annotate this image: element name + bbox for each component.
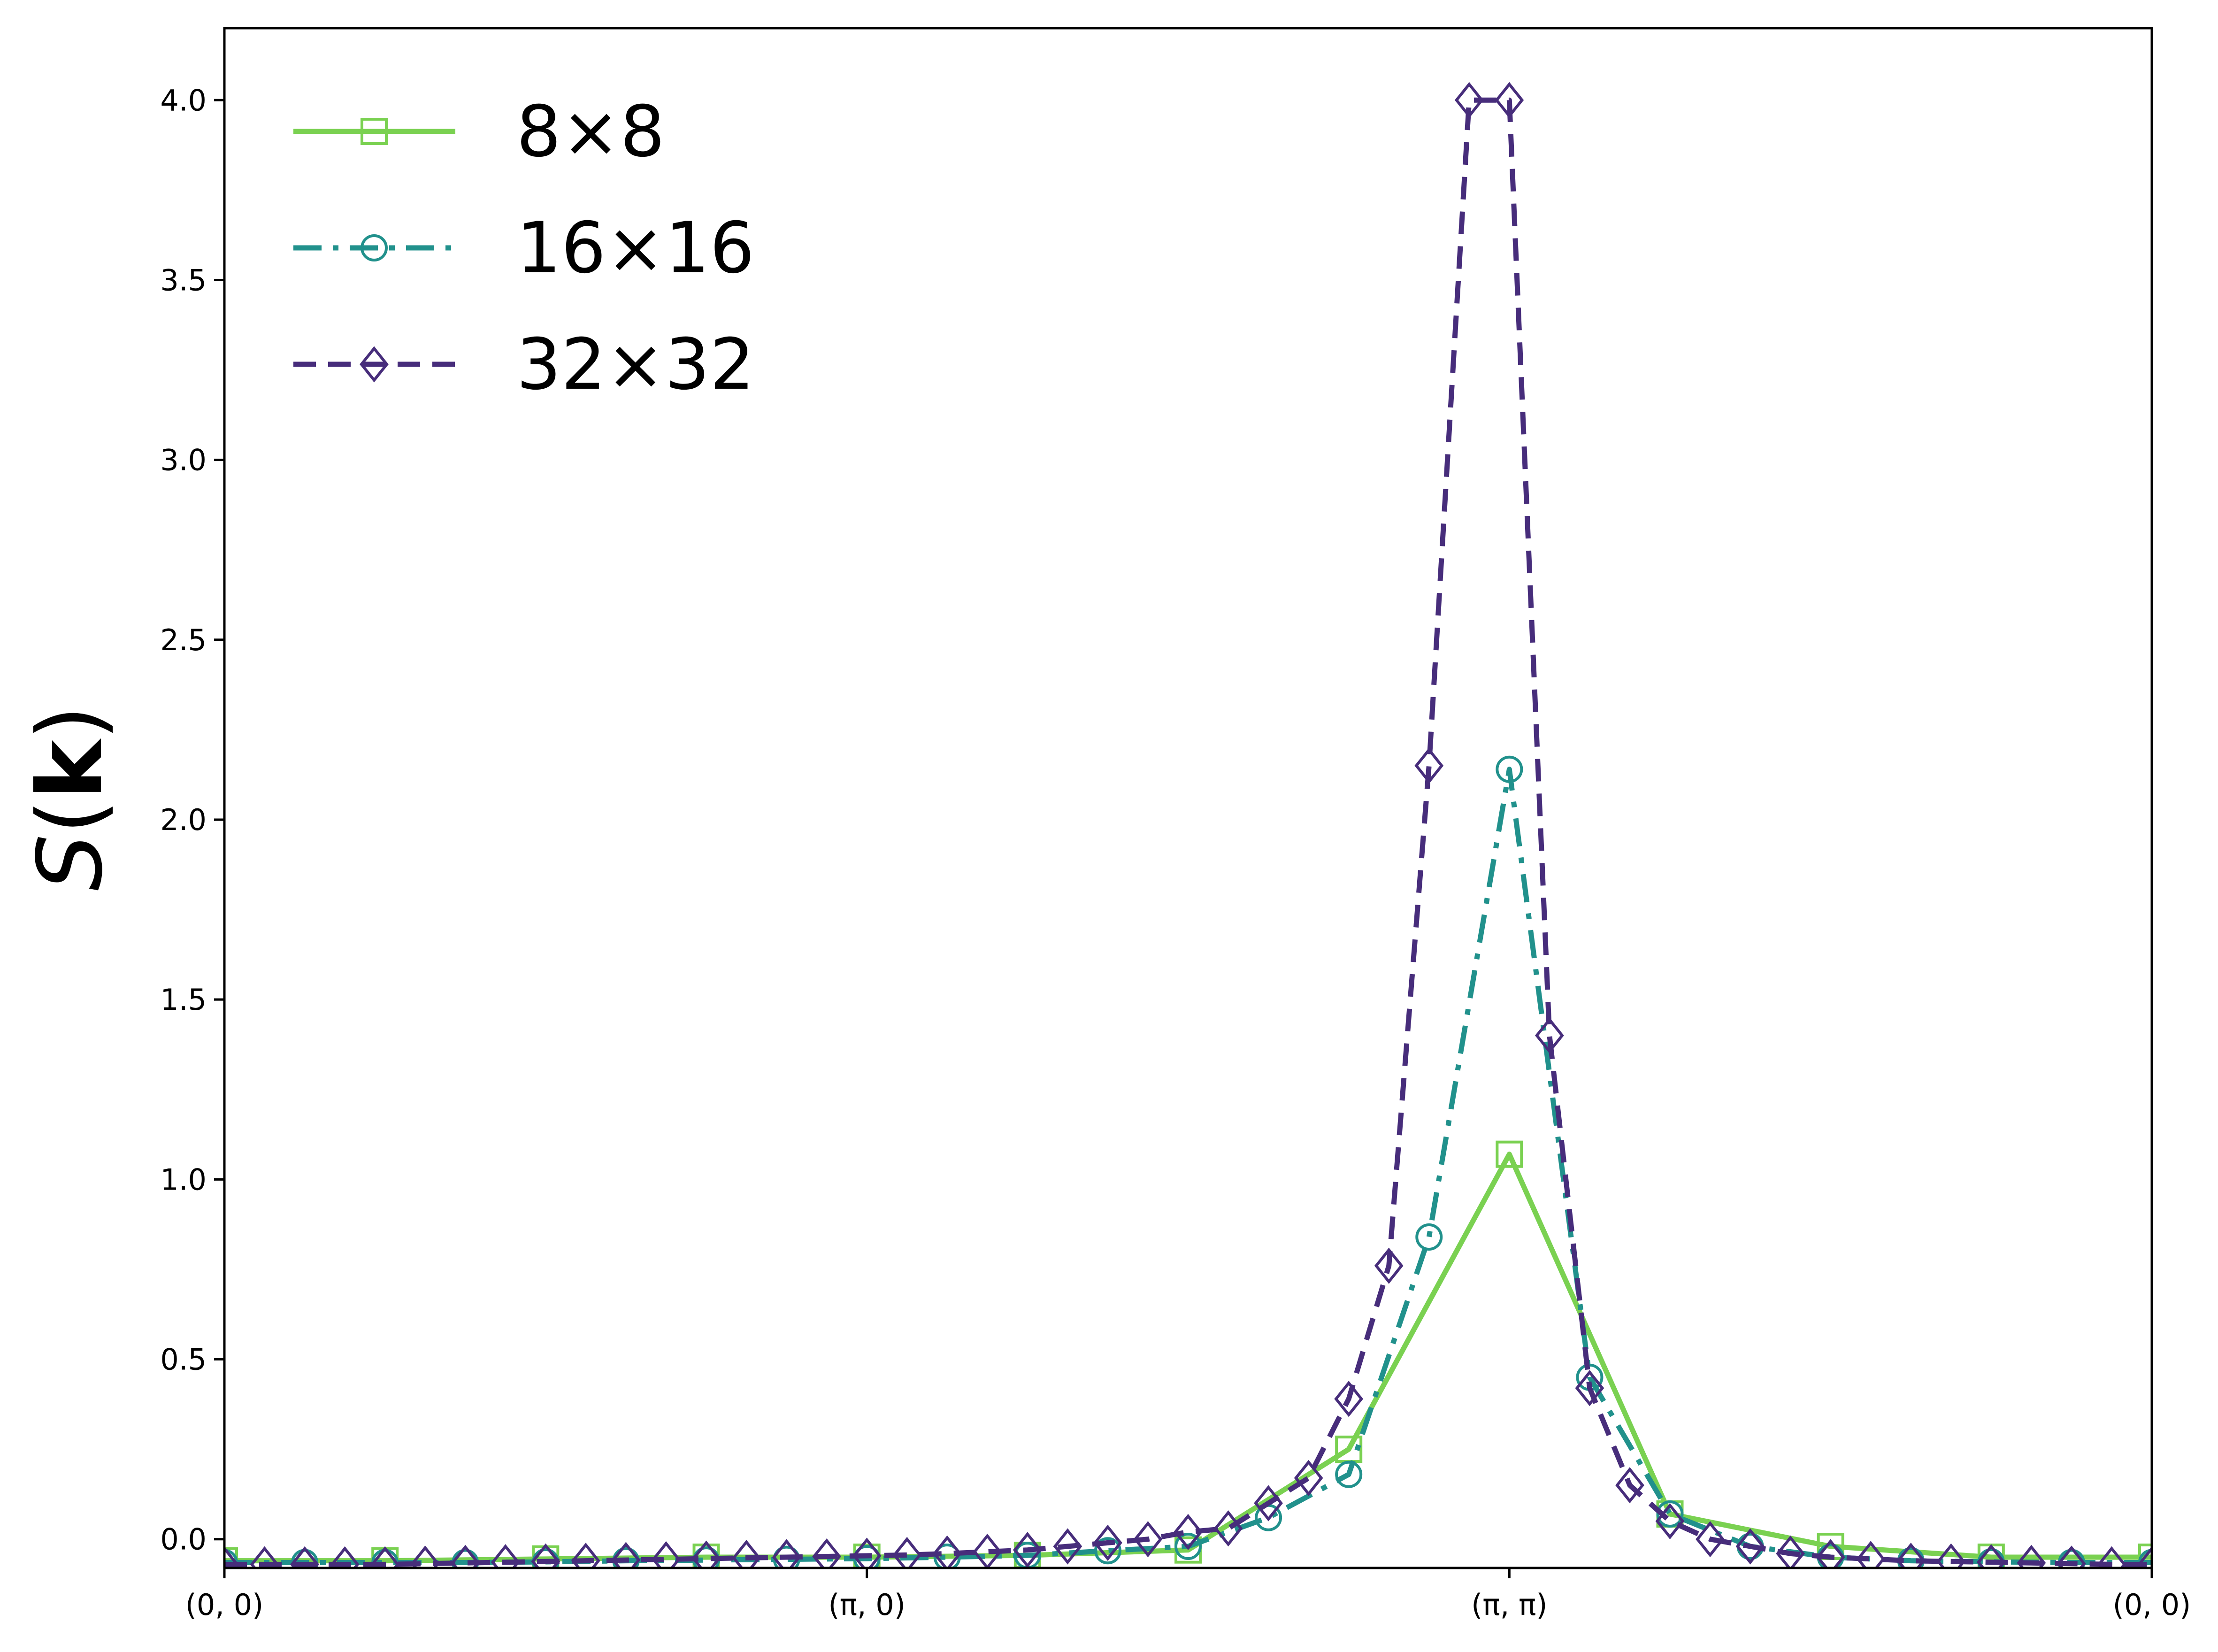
y-axis-label: S(k) xyxy=(18,705,122,891)
data-point xyxy=(852,1537,882,1568)
data-point xyxy=(1496,1140,1523,1168)
y-tick-label-3: 1.5 xyxy=(160,983,207,1017)
data-point xyxy=(1655,1503,1685,1539)
legend-label-0: 8×8 xyxy=(516,91,665,173)
y-tick-label-7: 3.5 xyxy=(160,263,207,297)
y-tick-label-8: 4.0 xyxy=(160,83,207,117)
legend-marker-0 xyxy=(361,118,388,145)
data-point xyxy=(853,1545,881,1568)
y-tick-label-1: 0.5 xyxy=(160,1343,207,1377)
legend-marker-1 xyxy=(361,234,388,261)
data-point xyxy=(2057,1545,2086,1568)
data-point xyxy=(1335,1460,1363,1488)
data-point xyxy=(1696,1521,1725,1558)
data-point xyxy=(652,1541,681,1568)
data-point xyxy=(1656,1500,1684,1528)
data-point xyxy=(772,1539,801,1568)
data-point xyxy=(1454,82,1484,118)
data-point xyxy=(1615,1467,1644,1504)
data-point xyxy=(1334,1381,1364,1417)
data-point xyxy=(691,1540,721,1568)
legend-entry-2: 32×32 xyxy=(293,324,754,406)
data-point xyxy=(1936,1543,1966,1568)
series-0 xyxy=(224,1140,2152,1568)
legend-label-1: 16×16 xyxy=(516,207,754,289)
data-point xyxy=(1535,1017,1564,1054)
data-point xyxy=(1816,1539,1845,1568)
data-point xyxy=(1174,1533,1202,1560)
data-point xyxy=(224,1546,239,1568)
data-point xyxy=(2097,1546,2126,1568)
series-1 xyxy=(224,755,2152,1568)
data-point xyxy=(290,1546,319,1568)
data-point xyxy=(1735,1528,1765,1565)
plot-frame xyxy=(223,27,2153,1569)
y-tick-label-6: 3.0 xyxy=(160,443,207,477)
data-point xyxy=(1776,1535,1805,1568)
data-point xyxy=(2137,1546,2152,1568)
data-point xyxy=(732,1539,761,1568)
data-point xyxy=(1093,1524,1122,1561)
data-point xyxy=(370,1546,400,1568)
y-tick-label-2: 1.0 xyxy=(160,1162,207,1197)
data-point xyxy=(932,1535,962,1568)
data-point xyxy=(451,1544,480,1568)
data-point xyxy=(1013,1532,1042,1568)
data-point xyxy=(1213,1510,1243,1547)
legend-label-2: 32×32 xyxy=(516,324,754,406)
data-point xyxy=(812,1538,842,1568)
data-point xyxy=(531,1543,560,1568)
legend: 8×8 16×16 32×32 xyxy=(293,91,754,406)
data-point xyxy=(1174,1514,1203,1550)
data-point xyxy=(571,1543,600,1568)
data-point xyxy=(1856,1541,1886,1568)
data-point xyxy=(1415,1223,1443,1251)
data-point xyxy=(1414,747,1444,784)
data-point xyxy=(1575,1370,1604,1406)
data-point xyxy=(1896,1543,1926,1568)
data-point xyxy=(1496,755,1523,783)
x-tick-label-2: (π, π) xyxy=(1471,1588,1547,1622)
data-point xyxy=(1976,1544,2006,1568)
data-point xyxy=(1053,1528,1082,1565)
data-point xyxy=(933,1544,961,1568)
legend-entry-0: 8×8 xyxy=(293,91,665,173)
legend-marker-2 xyxy=(360,346,389,383)
y-tick-label-5: 2.5 xyxy=(160,623,207,657)
series-line-1 xyxy=(224,767,2152,1566)
data-point xyxy=(1495,82,1524,118)
data-point xyxy=(2017,1544,2046,1568)
data-point xyxy=(491,1544,520,1568)
legend-entry-1: 16×16 xyxy=(293,207,754,289)
x-tick-label-0: (0, 0) xyxy=(185,1588,264,1622)
data-point xyxy=(892,1537,922,1568)
data-point xyxy=(1094,1537,1121,1565)
x-tick-label-1: (π, 0) xyxy=(828,1588,906,1622)
y-tick-label-4: 2.0 xyxy=(160,803,207,837)
data-point xyxy=(250,1546,279,1568)
data-point xyxy=(330,1546,360,1568)
axis-ticks: 0.0 0.5 1.0 1.5 2.0 2.5 3.0 3.5 4.0 (0, 0) (π, 0) (… xyxy=(160,83,2191,1622)
y-tick-label-0: 0.0 xyxy=(160,1522,207,1557)
data-point xyxy=(1254,1485,1283,1521)
series-line-2 xyxy=(224,97,2152,1567)
series-line-0 xyxy=(224,1152,2152,1564)
data-point xyxy=(1294,1460,1323,1497)
data-point xyxy=(1133,1521,1163,1558)
data-point xyxy=(410,1545,440,1568)
x-tick-label-3: (0, 0) xyxy=(2113,1588,2191,1622)
series-layer xyxy=(224,82,2152,1568)
data-point xyxy=(1374,1247,1404,1284)
data-point xyxy=(611,1542,641,1568)
series-2 xyxy=(224,82,2152,1568)
